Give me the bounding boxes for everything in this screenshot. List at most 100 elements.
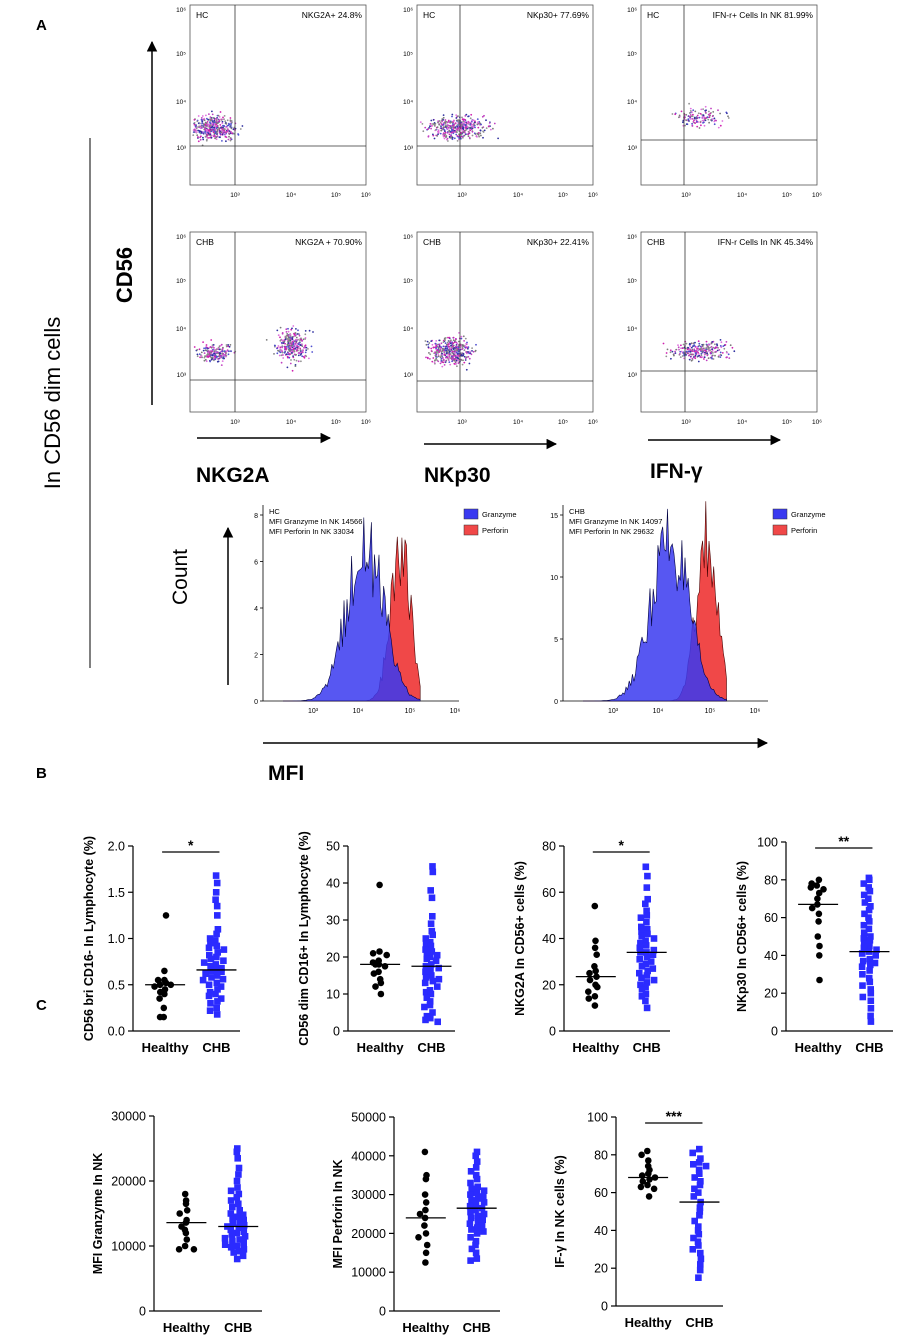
data-point-chb — [473, 1148, 481, 1156]
data-point-chb — [865, 914, 872, 921]
data-point-chb — [650, 946, 658, 954]
flow-y-tick: 10³ — [177, 145, 187, 152]
data-point-chb — [649, 965, 657, 972]
event-dot — [193, 122, 196, 124]
event-dot — [694, 110, 697, 113]
data-point-chb — [422, 968, 429, 976]
event-dot — [723, 347, 726, 350]
event-dot — [458, 138, 460, 141]
event-dot — [223, 350, 226, 353]
event-dot — [281, 346, 283, 349]
event-dot — [211, 356, 214, 359]
event-dot — [717, 355, 720, 358]
y-tick-label: 1.5 — [108, 886, 125, 900]
category-label: Healthy — [795, 1040, 843, 1055]
data-point-chb — [239, 1211, 247, 1219]
event-dot — [432, 123, 435, 125]
event-dot — [441, 120, 443, 123]
flow-x-tick: 10³ — [230, 419, 240, 426]
data-point-healthy — [593, 951, 600, 958]
data-point-chb — [227, 1187, 235, 1195]
data-point-chb — [221, 1234, 229, 1242]
data-point-chb — [240, 1221, 248, 1229]
event-dot — [718, 349, 721, 351]
event-dot — [304, 344, 307, 347]
data-point-chb — [229, 1237, 236, 1245]
flow-x-tick: 10⁶ — [812, 419, 822, 426]
event-dot — [298, 334, 301, 337]
event-dot — [460, 359, 463, 361]
data-point-chb — [643, 953, 651, 961]
data-point-chb — [217, 995, 225, 1002]
event-dot — [435, 357, 438, 360]
event-dot — [460, 137, 462, 140]
data-point-chb — [638, 928, 645, 935]
data-point-chb — [689, 1246, 697, 1253]
data-point-chb — [695, 1230, 703, 1238]
event-dot — [197, 115, 200, 117]
data-point-chb — [694, 1238, 702, 1245]
histogram-perforin-mfi: MFI Perforin In NK 29632 — [569, 527, 654, 536]
event-dot — [305, 349, 308, 351]
event-dot — [694, 122, 696, 124]
y-tick-label: 60 — [594, 1186, 608, 1200]
event-dot — [465, 113, 468, 116]
event-dot — [476, 118, 479, 120]
event-dot — [280, 354, 283, 357]
event-dot — [461, 131, 464, 134]
data-point-chb — [212, 990, 219, 998]
event-dot — [685, 354, 687, 356]
event-dot — [700, 108, 703, 111]
event-dot — [231, 121, 233, 124]
event-dot — [720, 341, 723, 344]
data-point-healthy — [637, 1183, 645, 1191]
event-dot — [447, 336, 449, 339]
data-point-healthy — [592, 967, 599, 975]
event-dot — [455, 117, 458, 119]
event-dot — [472, 350, 475, 353]
event-dot — [465, 368, 468, 371]
y-tick-label: 0 — [549, 1025, 556, 1039]
event-dot — [463, 122, 466, 125]
event-dot — [213, 352, 216, 355]
y-tick-label: 0.0 — [108, 1025, 125, 1039]
histogram-y-tick-label: 0 — [254, 699, 258, 706]
event-dot — [465, 356, 468, 358]
data-point-chb — [235, 1171, 242, 1178]
data-point-healthy — [422, 1249, 430, 1257]
flow-x-tick: 10⁶ — [361, 192, 371, 199]
event-dot — [449, 353, 452, 355]
event-dot — [666, 348, 669, 351]
event-dot — [199, 356, 202, 359]
event-dot — [300, 337, 302, 340]
event-dot — [435, 340, 438, 342]
data-point-healthy — [383, 951, 391, 959]
flow-plot-frame — [189, 231, 367, 413]
event-dot — [699, 120, 702, 123]
event-dot — [233, 132, 235, 135]
data-point-chb — [860, 940, 868, 948]
histogram-y-tick-label: 4 — [254, 606, 258, 613]
event-dot — [490, 128, 492, 131]
event-dot — [457, 359, 460, 362]
event-dot — [696, 114, 699, 117]
event-dot — [699, 112, 702, 115]
event-dot — [287, 338, 290, 340]
event-dot — [683, 357, 685, 360]
event-dot — [700, 124, 702, 127]
y-tick-label: 2.0 — [108, 840, 125, 854]
event-dot — [286, 366, 289, 369]
y-tick-label: 40 — [594, 1224, 608, 1238]
event-dot — [448, 135, 451, 138]
histogram-x-tick-label: 10⁴ — [353, 708, 364, 715]
event-dot — [444, 349, 447, 352]
data-point-chb — [690, 1161, 697, 1168]
event-dot — [443, 135, 446, 137]
data-point-chb — [422, 988, 430, 996]
data-point-healthy — [423, 1241, 431, 1249]
event-dot — [435, 344, 438, 347]
event-dot — [713, 120, 716, 123]
event-dot — [212, 117, 215, 119]
category-label: CHB — [633, 1040, 661, 1055]
event-dot — [451, 138, 454, 141]
